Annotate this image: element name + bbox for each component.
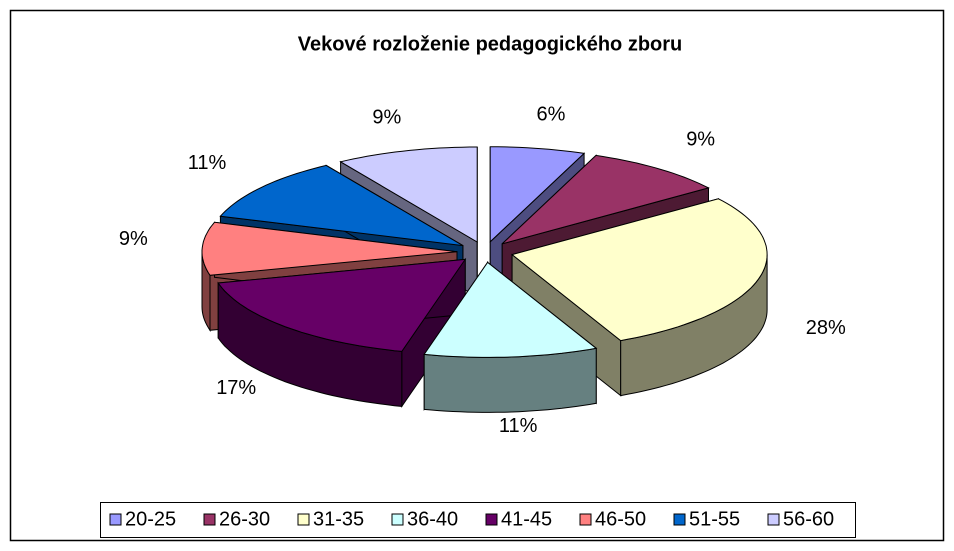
legend-label: 31-35 <box>313 508 364 530</box>
data-label: 9% <box>372 106 401 128</box>
data-label: 11% <box>499 415 538 437</box>
legend-swatch <box>109 513 122 526</box>
data-label: 28% <box>806 317 846 339</box>
legend-label: 36-40 <box>407 508 458 530</box>
data-label: 9% <box>686 129 715 151</box>
legend-label: 51-55 <box>689 508 740 530</box>
legend-swatch <box>767 513 780 526</box>
legend-swatch <box>485 513 498 526</box>
legend-swatch <box>391 513 404 526</box>
slice-top <box>511 198 768 342</box>
legend-box <box>100 502 856 538</box>
slice-top <box>501 154 710 245</box>
legend-swatch <box>203 513 216 526</box>
legend-label: 26-30 <box>219 508 270 530</box>
slice-side <box>423 347 597 413</box>
chart-title: Vekové rozloženie pedagogického zboru <box>298 33 683 55</box>
slice-top <box>339 146 478 243</box>
slice-top <box>201 221 458 276</box>
legend-swatch <box>673 513 686 526</box>
slice-top <box>423 261 598 358</box>
data-label: 6% <box>536 104 565 126</box>
legend-label: 20-25 <box>125 508 176 530</box>
slice-top <box>489 146 586 243</box>
data-label: 17% <box>216 377 256 399</box>
legend-label: 41-45 <box>501 508 552 530</box>
pie-slice <box>217 257 467 409</box>
pie-slice <box>423 260 598 413</box>
slice-top <box>217 258 467 352</box>
data-label: 11% <box>188 152 227 174</box>
legend-label: 56-60 <box>783 508 834 530</box>
data-label: 9% <box>119 228 148 250</box>
legend-swatch <box>297 513 310 526</box>
slice-top <box>219 164 464 247</box>
legend-label: 46-50 <box>595 508 646 530</box>
legend-swatch <box>579 513 592 526</box>
